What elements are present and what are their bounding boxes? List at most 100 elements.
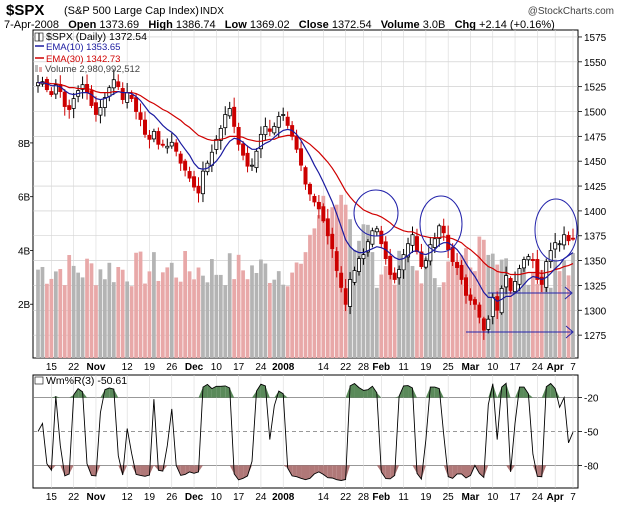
x-tick-label: 19 bbox=[420, 362, 432, 373]
wm-overbought-fill bbox=[434, 387, 440, 398]
candle-body bbox=[116, 81, 121, 88]
candle-body bbox=[214, 138, 219, 150]
wm-overbought-fill bbox=[345, 385, 351, 398]
candle-body bbox=[241, 143, 246, 156]
candle-body bbox=[316, 201, 321, 210]
x-tick-label: 15 bbox=[46, 492, 58, 503]
volume-bar bbox=[321, 195, 326, 358]
candle-body bbox=[508, 278, 513, 291]
volume-bar bbox=[383, 266, 388, 358]
volume-bar bbox=[129, 286, 134, 358]
legend-ema10: EMA(10) 1353.65 bbox=[46, 42, 120, 53]
candle-body bbox=[406, 243, 411, 258]
wm-oversold-fill bbox=[381, 465, 386, 479]
wm-oversold-fill bbox=[194, 465, 199, 474]
wm-overbought-fill bbox=[216, 386, 221, 398]
volume-bar bbox=[267, 282, 272, 358]
price-tick-label: 1375 bbox=[584, 232, 607, 243]
volume-bar bbox=[481, 239, 486, 358]
x-tick-label: Nov bbox=[87, 492, 106, 503]
volume-tick-label: 4B bbox=[18, 246, 31, 257]
candle-body bbox=[272, 126, 277, 134]
volume-bar bbox=[455, 263, 459, 358]
candle-body bbox=[169, 141, 174, 147]
wm-overbought-fill bbox=[541, 386, 547, 398]
candle-body bbox=[49, 91, 54, 96]
candle-body bbox=[80, 84, 85, 90]
volume-bar bbox=[241, 270, 245, 358]
volume-bar bbox=[325, 228, 330, 358]
wm-overbought-fill bbox=[501, 383, 507, 398]
chart-exchange: INDX bbox=[200, 6, 224, 17]
wm-overbought-fill bbox=[225, 385, 230, 398]
candle-body bbox=[321, 206, 326, 222]
volume-bar bbox=[361, 224, 366, 358]
wm-oversold-fill bbox=[198, 465, 203, 472]
volume-bar bbox=[45, 283, 49, 358]
x-tick-label: 22 bbox=[340, 492, 352, 503]
high-value: 1386.74 bbox=[175, 19, 216, 31]
volume-bar bbox=[67, 255, 72, 358]
x-tick-label: 10 bbox=[487, 492, 499, 503]
candle-body bbox=[450, 246, 455, 262]
volume-bar bbox=[174, 277, 179, 358]
volume-bar bbox=[562, 260, 566, 358]
volume-label: Volume bbox=[380, 19, 420, 31]
volume-bar bbox=[308, 234, 312, 358]
wm-tick-label: -20 bbox=[584, 394, 599, 405]
volume-bar bbox=[303, 252, 308, 358]
candle-body bbox=[504, 275, 509, 288]
candle-body bbox=[343, 288, 348, 305]
wm-overbought-fill bbox=[555, 388, 560, 398]
x-tick-label: 7 bbox=[570, 362, 576, 373]
candle-body bbox=[263, 126, 268, 136]
volume-bar bbox=[183, 251, 187, 358]
candle-body bbox=[365, 241, 370, 253]
price-tick-label: 1475 bbox=[584, 132, 607, 143]
candle-body bbox=[397, 269, 402, 279]
wm-oversold-fill bbox=[394, 465, 400, 476]
candle-body bbox=[526, 256, 531, 261]
volume-bar bbox=[103, 279, 107, 358]
volume-bar bbox=[116, 267, 121, 358]
candle-body bbox=[499, 288, 504, 314]
volume-bar bbox=[553, 259, 558, 358]
volume-bar bbox=[357, 240, 361, 358]
volume-bar bbox=[36, 269, 40, 358]
candle-body bbox=[89, 90, 94, 106]
wm-overbought-fill bbox=[283, 393, 288, 398]
volume-bar bbox=[272, 279, 277, 358]
volume-bar bbox=[107, 262, 112, 358]
candle-body bbox=[151, 130, 156, 140]
volume-bar bbox=[89, 263, 94, 358]
wm-overbought-fill bbox=[363, 389, 368, 398]
x-tick-label: 19 bbox=[420, 492, 432, 503]
candle-body bbox=[267, 128, 272, 132]
volume-bar bbox=[366, 224, 370, 358]
volume-bar bbox=[85, 258, 89, 358]
candle-body bbox=[374, 228, 379, 233]
wm-oversold-fill bbox=[247, 465, 252, 476]
candle-body bbox=[535, 259, 540, 280]
candle-body bbox=[93, 102, 98, 115]
volume-bar bbox=[330, 207, 335, 358]
wm-overbought-fill bbox=[403, 385, 409, 398]
wm-oversold-fill bbox=[510, 465, 516, 472]
volume-bar bbox=[76, 272, 80, 358]
x-tick-label: 10 bbox=[211, 362, 223, 373]
candle-body bbox=[71, 98, 76, 109]
x-tick-label: 17 bbox=[509, 492, 521, 503]
wm-oversold-fill bbox=[506, 465, 511, 472]
volume-bar bbox=[232, 279, 237, 358]
wm-oversold-fill bbox=[229, 465, 235, 474]
wm-oversold-fill bbox=[69, 465, 74, 474]
low-label: Low bbox=[224, 19, 247, 31]
annotation-circle bbox=[419, 195, 463, 253]
candle-body bbox=[352, 270, 357, 283]
candle-body bbox=[419, 251, 424, 267]
volume-bar bbox=[392, 284, 397, 358]
x-tick-label: Feb bbox=[372, 362, 390, 373]
volume-bar bbox=[210, 259, 214, 358]
x-tick-label: 14 bbox=[318, 362, 330, 373]
